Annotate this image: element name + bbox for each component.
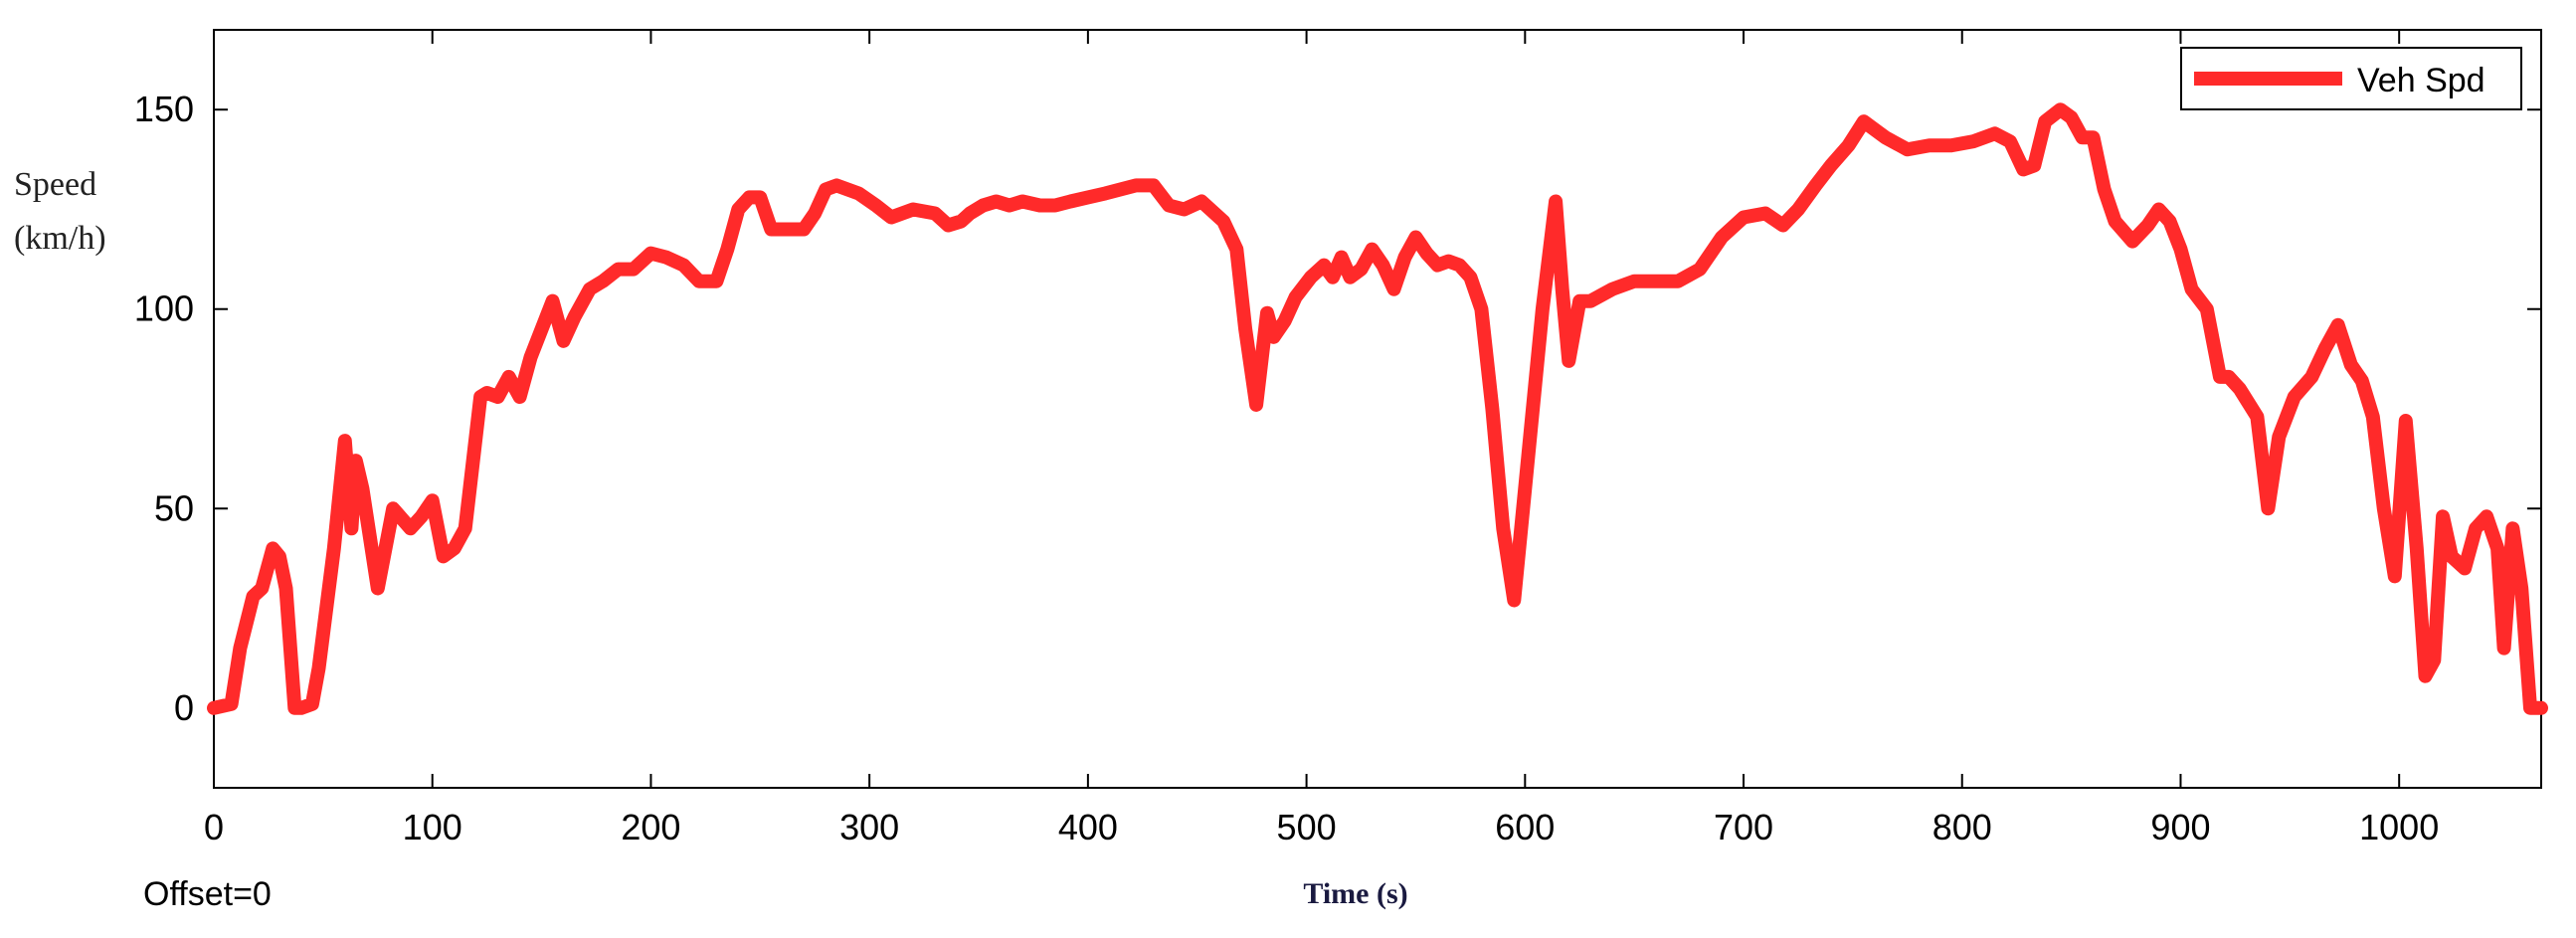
x-tick-label: 1000 <box>2359 807 2439 847</box>
y-tick-label: 150 <box>134 89 194 129</box>
y-tick-label: 100 <box>134 288 194 329</box>
x-tick-label: 600 <box>1495 807 1555 847</box>
legend: Veh Spd <box>2180 47 2522 110</box>
x-tick-label: 900 <box>2150 807 2210 847</box>
x-tick-label: 100 <box>403 807 462 847</box>
x-tick-label: 800 <box>1932 807 1992 847</box>
x-tick-label: 300 <box>839 807 899 847</box>
x-axis-label: Time (s) <box>1303 877 1407 910</box>
x-tick-label: 200 <box>621 807 680 847</box>
y-axis-label-line2: (km/h) <box>14 220 106 257</box>
x-tick-label: 400 <box>1058 807 1118 847</box>
plot-area <box>213 29 2542 789</box>
offset-annotation: Offset=0 <box>143 875 272 913</box>
y-axis-label-line1: Speed <box>14 166 96 203</box>
y-tick-label: 50 <box>154 487 194 528</box>
legend-label: Veh Spd <box>2357 62 2485 99</box>
x-tick-label: 500 <box>1277 807 1337 847</box>
y-axis-ticks: 0 50 100 150 <box>134 89 2541 728</box>
x-tick-label: 0 <box>204 807 224 847</box>
x-tick-label: 700 <box>1714 807 1773 847</box>
series-line-veh-spd <box>207 102 2548 715</box>
series-layer <box>207 102 2548 715</box>
y-tick-label: 0 <box>174 687 194 728</box>
x-axis-ticks: 0 100 200 300 400 500 600 700 800 900 1000 <box>204 30 2439 847</box>
